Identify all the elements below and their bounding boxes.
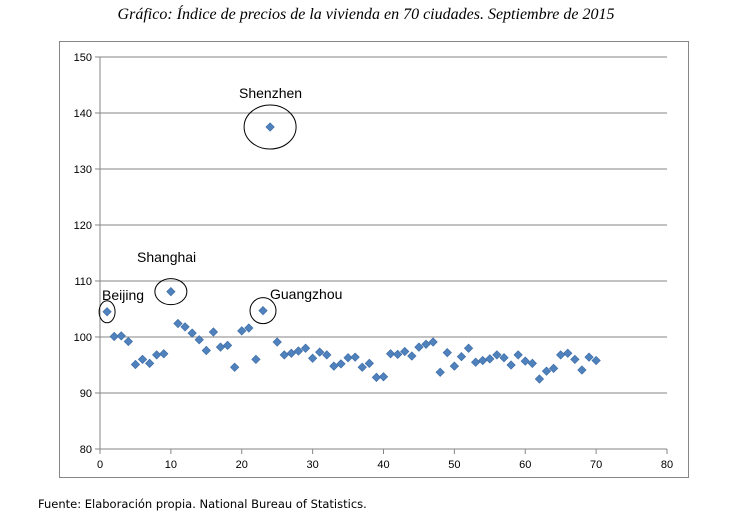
data-point-10 (166, 287, 176, 297)
data-point-35 (343, 353, 353, 363)
x-tick-label-80: 80 (661, 459, 673, 471)
data-point-43 (400, 346, 410, 357)
data-point-42 (393, 349, 403, 359)
data-point-4 (123, 336, 133, 347)
data-point-51 (456, 351, 467, 362)
data-point-18 (222, 340, 233, 351)
data-point-39 (371, 372, 382, 382)
data-point-31 (315, 347, 325, 357)
data-point-68 (577, 365, 587, 375)
data-point-57 (499, 353, 509, 363)
annotation-label-shenzhen: Shenzhen (239, 85, 302, 101)
data-point-50 (449, 361, 459, 371)
data-point-6 (137, 354, 148, 365)
data-point-1 (102, 307, 112, 317)
data-point-64 (548, 363, 559, 373)
data-point-40 (378, 372, 389, 382)
data-point-59 (513, 350, 523, 360)
data-point-21 (244, 323, 254, 333)
data-point-8 (152, 350, 162, 360)
data-point-23 (258, 306, 268, 316)
y-tick-label-80: 80 (80, 444, 92, 456)
data-point-25 (272, 337, 282, 347)
annotation-label-beijing: Beijing (102, 287, 144, 303)
data-point-9 (159, 349, 169, 359)
data-point-33 (329, 361, 339, 371)
data-point-45 (414, 342, 424, 352)
data-point-26 (279, 350, 289, 360)
data-point-32 (322, 350, 332, 360)
data-point-3 (116, 331, 126, 341)
y-tick-label-150: 150 (74, 52, 92, 64)
data-point-65 (556, 350, 566, 360)
y-tick-label-100: 100 (74, 332, 92, 344)
highlight-ellipse-beijing (98, 300, 116, 324)
data-point-36 (350, 352, 360, 362)
data-point-13 (187, 328, 197, 338)
data-point-55 (485, 354, 495, 364)
data-point-46 (421, 339, 431, 349)
data-point-58 (506, 360, 516, 370)
highlight-ellipse-guangzhou (249, 297, 277, 325)
x-tick-label-60: 60 (519, 459, 531, 471)
highlight-ellipse-shenzhen (243, 104, 297, 150)
data-point-70 (591, 355, 601, 366)
data-point-19 (230, 362, 240, 372)
data-point-69 (584, 352, 594, 362)
data-point-5 (130, 359, 141, 370)
data-point-53 (471, 357, 481, 367)
data-point-67 (570, 354, 580, 365)
highlight-ellipse-shanghai (154, 278, 188, 306)
x-tick-label-40: 40 (377, 459, 389, 471)
x-tick-label-20: 20 (236, 459, 248, 471)
data-point-38 (364, 358, 374, 368)
data-point-11 (173, 318, 183, 329)
x-tick-label-70: 70 (590, 459, 602, 471)
data-point-24 (265, 122, 275, 132)
data-point-20 (237, 326, 247, 336)
data-point-22 (251, 354, 261, 365)
y-tick-label-120: 120 (74, 220, 92, 232)
data-point-12 (180, 322, 190, 332)
annotation-label-shanghai: Shanghai (137, 249, 196, 265)
source-note: Fuente: Elaboración propia. National Bur… (38, 497, 367, 511)
x-tick-label-30: 30 (307, 459, 319, 471)
data-point-2 (109, 331, 119, 342)
data-point-28 (293, 346, 304, 356)
data-point-62 (534, 374, 545, 384)
data-point-34 (336, 359, 346, 369)
data-point-27 (286, 348, 296, 358)
x-tick-label-50: 50 (448, 459, 460, 471)
x-tick-label-10: 10 (165, 459, 177, 471)
chart-title: Gráfico: Índice de precios de la viviend… (117, 6, 615, 23)
data-point-16 (208, 327, 219, 337)
y-tick-label-90: 90 (80, 388, 92, 400)
data-point-37 (357, 362, 367, 372)
data-point-54 (478, 355, 488, 366)
data-point-60 (520, 356, 530, 366)
data-point-7 (144, 358, 155, 368)
data-point-44 (407, 351, 417, 361)
data-point-41 (385, 349, 396, 359)
data-point-61 (527, 358, 537, 368)
data-point-48 (435, 367, 445, 377)
data-point-14 (194, 335, 204, 345)
data-point-47 (428, 337, 438, 347)
data-point-17 (215, 342, 226, 352)
data-point-49 (442, 348, 452, 358)
chart-area (59, 41, 689, 478)
data-point-15 (201, 345, 211, 356)
data-point-30 (308, 353, 318, 363)
data-point-52 (463, 343, 474, 353)
data-point-66 (563, 348, 573, 358)
y-tick-label-140: 140 (74, 108, 92, 120)
x-tick-label-0: 0 (97, 459, 103, 471)
annotation-label-guangzhou: Guangzhou (270, 286, 342, 302)
y-tick-label-130: 130 (74, 164, 92, 176)
data-point-63 (541, 366, 552, 376)
y-tick-label-110: 110 (74, 276, 92, 288)
data-point-56 (492, 350, 502, 360)
data-point-29 (300, 343, 311, 353)
